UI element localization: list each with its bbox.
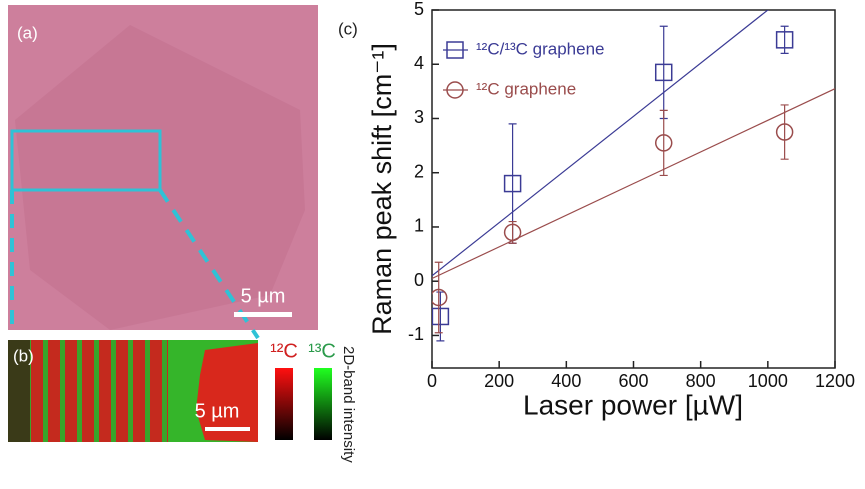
error-bar: [780, 104, 789, 160]
optical-image: (a) 5 µm: [8, 5, 318, 340]
x-tick-label: 400: [551, 371, 581, 391]
x-tick-label: 1200: [815, 371, 855, 391]
marker: [432, 307, 450, 326]
x-axis-label: Laser power [µW]: [523, 389, 743, 420]
colorbar: [275, 368, 293, 440]
y-tick-label: 3: [414, 107, 424, 127]
scale-label: 5 µm: [241, 285, 286, 307]
x-tick-label: 0: [427, 371, 437, 391]
colorbar: [314, 368, 332, 440]
colorbar-label: ¹³C: [308, 340, 336, 362]
marker: [446, 41, 464, 59]
marker: [654, 63, 673, 82]
panel-label: (a): [17, 23, 38, 42]
error-bar: [659, 25, 668, 120]
marker: [654, 134, 673, 152]
marker: [446, 81, 464, 99]
marker: [503, 223, 522, 242]
raman-map: (b) 5 µm: [8, 340, 258, 442]
legend-label: ¹²C graphene: [476, 79, 576, 98]
marker: [775, 31, 794, 49]
scale-label: 5 µm: [195, 400, 240, 422]
y-tick-label: 0: [414, 270, 424, 290]
marker: [775, 123, 794, 141]
colorbar-label: ¹²C: [270, 340, 298, 362]
error-bar: [434, 261, 443, 334]
x-tick-label: 1000: [748, 371, 788, 391]
intensity-label: 2D-band intensity: [340, 346, 357, 463]
error-bar: [508, 220, 517, 244]
error-bar: [659, 109, 668, 177]
x-tick-label: 800: [686, 371, 716, 391]
y-tick-label: 4: [414, 53, 424, 73]
y-tick-label: 1: [414, 216, 424, 236]
error-bar: [436, 291, 445, 342]
y-axis-label: Raman peak shift [cm⁻¹]: [367, 43, 397, 335]
plot-area: [432, 10, 835, 342]
marker: [432, 288, 448, 307]
marker: [503, 174, 522, 193]
y-tick-label: 2: [414, 161, 424, 181]
fit-line: [432, 10, 769, 277]
panel-label: (b): [13, 346, 34, 365]
fit-line: [432, 88, 835, 280]
plot-frame: [431, 9, 836, 369]
y-tick-label: -1: [408, 324, 424, 344]
x-tick-label: 600: [618, 371, 648, 391]
panel-label: (c): [338, 19, 358, 38]
y-tick-label: 5: [414, 0, 424, 19]
x-tick-label: 200: [484, 371, 514, 391]
error-bar: [780, 25, 789, 54]
legend-label: ¹²C/¹³C graphene: [476, 39, 605, 58]
